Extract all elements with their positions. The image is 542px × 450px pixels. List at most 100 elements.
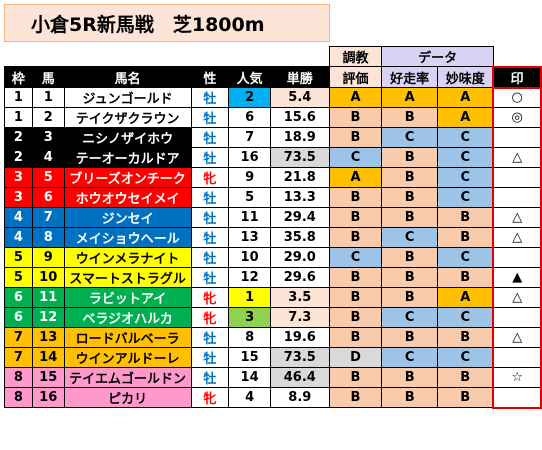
- chokyo-grade-cell: B: [328, 367, 383, 388]
- uma-cell: 6: [31, 187, 65, 208]
- uma-cell: 3: [31, 127, 65, 148]
- odds-cell: 46.4: [269, 367, 330, 388]
- chokyo-grade-cell: B: [328, 307, 383, 328]
- kosoritsu-header: 好走率: [381, 66, 439, 88]
- kosoritsu-grade-cell: B: [381, 147, 439, 168]
- odds-cell: 7.3: [269, 307, 330, 328]
- chokyo-grade-cell: B: [328, 287, 383, 308]
- chokyo-grade-cell: B: [328, 267, 383, 288]
- myomido-grade-cell: B: [437, 207, 494, 228]
- uma-cell: 5: [31, 167, 65, 188]
- popularity-cell: 2: [228, 87, 271, 108]
- myomido-grade-cell: C: [437, 127, 494, 148]
- waku-header: 枠: [4, 66, 33, 88]
- mark-header: 印: [492, 65, 542, 89]
- uma-cell: 11: [31, 287, 65, 308]
- odds-cell: 29.4: [269, 207, 330, 228]
- kosoritsu-grade-cell: C: [381, 347, 439, 368]
- myomido-grade-cell: B: [437, 327, 494, 348]
- uma-cell: 12: [31, 307, 65, 328]
- mark-cell: ☆: [492, 367, 542, 388]
- table-row: 8 15 テイエムゴールドン牡 14 46.4 B B B ☆: [4, 367, 542, 388]
- table-row: 2 4 テーオーカルドア牡 16 73.5 C B C △: [4, 147, 542, 168]
- myomido-grade-cell: B: [437, 267, 494, 288]
- mark-cell: [492, 127, 542, 148]
- horse-name-cell: ウインアルドーレ: [63, 347, 192, 368]
- myomido-grade-cell: C: [437, 187, 494, 208]
- waku-cell: 6: [4, 307, 33, 328]
- sex-cell: 牡: [190, 207, 230, 228]
- mark-cell: ○: [492, 87, 542, 108]
- pop-header: 人気: [228, 66, 271, 88]
- name-header: 馬名: [63, 66, 192, 88]
- sex-cell: 牡: [190, 87, 230, 108]
- table-row: 3 5 ブリーズオンチーク牝 9 21.8 A B C: [4, 167, 542, 188]
- horse-name-cell: ホウオウセイメイ: [63, 187, 192, 208]
- odds-cell: 29.6: [269, 267, 330, 288]
- kosoritsu-grade-cell: B: [381, 187, 439, 208]
- myomido-header: 妙味度: [437, 66, 494, 88]
- chokyo-grade-cell: B: [328, 327, 383, 348]
- mark-cell: [492, 247, 542, 268]
- horse-name-cell: ジンセイ: [63, 207, 192, 228]
- uma-cell: 4: [31, 147, 65, 168]
- horse-name-cell: ブリーズオンチーク: [63, 167, 192, 188]
- uma-cell: 9: [31, 247, 65, 268]
- mark-cell: [492, 307, 542, 328]
- table-row: 7 13 ロードバルベーラ牡 8 19.6 B B B △: [4, 327, 542, 348]
- table-row: 6 11 ラビットアイ牝 1 3.5 B B A △: [4, 287, 542, 308]
- myomido-grade-cell: C: [437, 247, 494, 268]
- table-row: 5 9 ウインメラナイト牡 10 29.0 C B C: [4, 247, 542, 268]
- popularity-cell: 10: [228, 247, 271, 268]
- odds-cell: 73.5: [269, 147, 330, 168]
- mark-cell: △: [492, 147, 542, 168]
- mark-cell: [492, 347, 542, 368]
- sex-cell: 牡: [190, 327, 230, 348]
- table-row: 1 2 テイクザクラウン牡 6 15.6 B B A ◎: [4, 107, 542, 128]
- header-row-top: 調教 データ: [5, 46, 542, 67]
- kosoritsu-grade-cell: C: [381, 307, 439, 328]
- chokyo-grade-cell: B: [328, 127, 383, 148]
- sex-cell: 牡: [190, 107, 230, 128]
- horse-name-cell: ニシノザイホウ: [63, 127, 192, 148]
- myomido-grade-cell: B: [437, 367, 494, 388]
- mark-cell: △: [492, 327, 542, 348]
- chokyo-grade-cell: B: [328, 107, 383, 128]
- waku-cell: 3: [4, 187, 33, 208]
- odds-cell: 21.8: [269, 167, 330, 188]
- table-row: 8 16 ピカリ牝 4 8.9 B B B: [4, 387, 542, 409]
- race-table: 調教 データ 枠 馬 馬名 性 人気 単勝 評価 好走率 妙味度 印 1 1 ジュン…: [4, 46, 542, 409]
- mark-cell: [492, 167, 542, 188]
- myomido-grade-cell: B: [437, 227, 494, 248]
- popularity-cell: 15: [228, 347, 271, 368]
- kosoritsu-grade-cell: B: [381, 387, 439, 408]
- chokyo-grade-cell: D: [328, 347, 383, 368]
- popularity-cell: 9: [228, 167, 271, 188]
- waku-cell: 2: [4, 147, 33, 168]
- mark-cell: [492, 387, 542, 409]
- sex-cell: 牡: [190, 227, 230, 248]
- sex-cell: 牝: [190, 387, 230, 408]
- uma-cell: 7: [31, 207, 65, 228]
- data-group-header: データ: [381, 46, 494, 67]
- chokyo-grade-cell: A: [328, 87, 383, 108]
- sex-header: 性: [190, 66, 230, 88]
- waku-cell: 2: [4, 127, 33, 148]
- chokyo-grade-cell: B: [328, 207, 383, 228]
- odds-cell: 73.5: [269, 347, 330, 368]
- sex-cell: 牝: [190, 307, 230, 328]
- odds-header: 単勝: [269, 66, 330, 88]
- kosoritsu-grade-cell: C: [381, 127, 439, 148]
- mark-cell: ▲: [492, 267, 542, 288]
- kosoritsu-grade-cell: B: [381, 247, 439, 268]
- popularity-cell: 1: [228, 287, 271, 308]
- horse-name-cell: テイエムゴールドン: [63, 367, 192, 388]
- table-row: 2 3 ニシノザイホウ牡 7 18.9 B C C: [4, 127, 542, 148]
- odds-cell: 18.9: [269, 127, 330, 148]
- odds-cell: 5.4: [269, 87, 330, 108]
- uma-cell: 13: [31, 327, 65, 348]
- sex-cell: 牡: [190, 347, 230, 368]
- horse-name-cell: スマートストラグル: [63, 267, 192, 288]
- chokyo-header-bottom: 評価: [328, 66, 383, 88]
- kosoritsu-grade-cell: B: [381, 167, 439, 188]
